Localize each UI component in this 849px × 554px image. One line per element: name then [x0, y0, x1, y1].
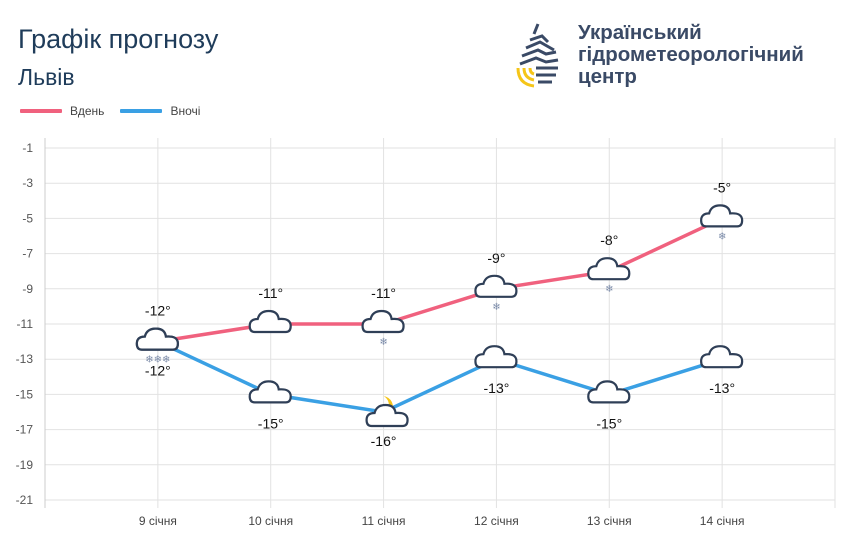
weather-icon-cloud-snow: ❄: [474, 274, 518, 313]
snowflake-icon: ❄: [605, 284, 613, 295]
legend-item-night[interactable]: Вночі: [120, 104, 200, 118]
y-tick-label: -21: [16, 493, 34, 507]
page-title: Графік прогнозу: [18, 24, 219, 54]
data-label: -9°: [487, 250, 505, 266]
x-tick-label: 9 січня: [139, 514, 177, 528]
data-label: -5°: [713, 179, 731, 195]
snowflake-icon: ❄❄❄: [145, 355, 170, 366]
data-label: -12°: [145, 363, 171, 379]
y-tick-label: -5: [22, 211, 33, 225]
cloud-icon: [365, 403, 409, 428]
legend-swatch: [120, 109, 163, 113]
cloud-icon: [587, 257, 631, 281]
logo-line: Український: [578, 21, 702, 44]
data-label: -8°: [600, 232, 618, 248]
snowflake-icon: ❄: [492, 302, 500, 313]
data-label: -15°: [596, 415, 622, 431]
x-tick-label: 10 січня: [248, 514, 293, 528]
weather-icon-cloud-snow: ❄: [700, 204, 744, 242]
cloud-icon: [474, 345, 518, 369]
snowflake-icon: ❄: [718, 231, 726, 242]
logo-line: центр: [578, 65, 637, 88]
series-line-day: [157, 216, 723, 344]
y-tick-label: -15: [16, 387, 34, 401]
y-tick-label: -7: [22, 247, 33, 261]
legend-label: Вдень: [70, 104, 105, 118]
weather-icon-cloud: [587, 380, 631, 404]
cloud-icon: [700, 345, 744, 369]
x-tick-label: 13 січня: [587, 514, 632, 528]
y-tick-label: -11: [17, 317, 34, 331]
logo-line: гідрометеорологічний: [578, 43, 804, 66]
legend-label: Вночі: [170, 104, 201, 118]
cloud-icon: [474, 274, 518, 298]
drop-logo-icon: [516, 23, 559, 88]
cloud-icon: [361, 309, 405, 334]
weather-icon-cloud-snow: ❄: [361, 309, 405, 348]
weather-icon-cloud: [248, 380, 292, 404]
cloud-icon: [700, 204, 744, 228]
legend: Вдень Вночі: [20, 104, 216, 118]
x-tick-label: 11 січня: [362, 514, 406, 528]
y-tick-label: -19: [16, 458, 34, 472]
y-tick-label: -9: [22, 282, 33, 296]
x-tick-label: 12 січня: [474, 514, 519, 528]
data-label: -16°: [371, 433, 397, 449]
x-tick-label: 14 січня: [700, 514, 745, 528]
cloud-icon: [248, 380, 292, 404]
weather-icon-cloud-snow: ❄: [587, 257, 631, 295]
y-tick-label: -3: [22, 176, 33, 190]
cloud-icon: [587, 380, 631, 404]
weather-icon-cloud: [700, 345, 744, 369]
cloud-icon: [135, 327, 179, 351]
y-tick-label: -1: [22, 141, 33, 155]
data-label: -13°: [709, 380, 735, 396]
data-label: -11°: [371, 285, 396, 301]
logo: Український гідрометеорологічний центр: [512, 20, 804, 90]
data-label: -15°: [258, 415, 284, 431]
cloud-icon: [248, 309, 292, 334]
weather-icon-cloud: [248, 309, 292, 334]
weather-icon-cloud: [474, 345, 518, 369]
y-tick-label: -13: [16, 352, 34, 366]
legend-item-day[interactable]: Вдень: [20, 104, 104, 118]
weather-icon-cloud-moon: [365, 396, 409, 428]
legend-swatch: [20, 109, 62, 113]
data-label: -12°: [145, 303, 171, 319]
series-line-night: [157, 340, 723, 414]
snowflake-icon: ❄: [379, 337, 387, 348]
data-label: -13°: [484, 380, 510, 396]
city-name: Львів: [18, 64, 75, 90]
y-tick-label: -17: [16, 423, 34, 437]
weather-icon-cloud: [135, 327, 179, 351]
data-label: -11°: [258, 285, 283, 301]
